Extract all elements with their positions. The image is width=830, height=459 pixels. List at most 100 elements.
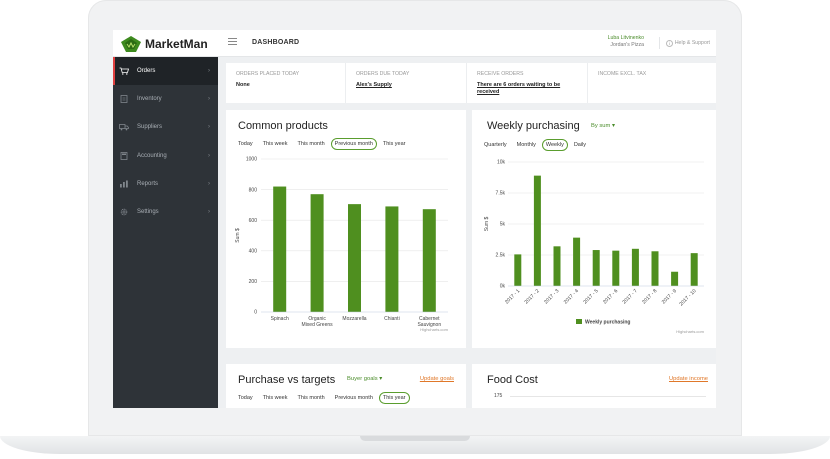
caret-down-icon: ▾ <box>611 123 615 129</box>
card-title: Purchase vs targets <box>238 374 336 386</box>
y-tick-label: 800 <box>249 187 258 193</box>
card-title: Food Cost <box>487 374 538 386</box>
user-account[interactable]: Luba Litvinenko Jordan's Pizza <box>608 35 644 49</box>
bar <box>671 271 679 286</box>
x-tick-label: 2017 - 10 <box>678 288 697 307</box>
x-tick-label: Chianti <box>384 316 400 322</box>
y-tick-label: 0 <box>254 310 257 316</box>
update-goals-link[interactable]: Update goals <box>419 376 454 382</box>
bar <box>690 253 698 286</box>
bar <box>592 250 600 286</box>
orders-due-link[interactable]: Alex's Supply <box>356 82 392 88</box>
legend-swatch <box>576 319 582 324</box>
bar <box>533 175 541 286</box>
common-products-card: Common products Today This week This mon… <box>226 110 466 348</box>
tab-quarterly[interactable]: Quarterly <box>484 142 507 148</box>
tab-monthly[interactable]: Monthly <box>516 142 536 148</box>
tab-weekly[interactable]: Weekly <box>541 139 568 151</box>
x-tick-label: 2017 - 5 <box>582 288 599 305</box>
sidebar-item-suppliers[interactable]: Suppliers › <box>113 113 218 141</box>
sidebar-item-orders[interactable]: Orders › <box>113 57 218 85</box>
chevron-right-icon: › <box>208 68 210 74</box>
x-tick-label: Organic <box>308 316 326 322</box>
app-screen: MarketMan DASHBOARD Luba Litvinenko Jord… <box>113 30 716 408</box>
bar <box>273 186 287 312</box>
chevron-right-icon: › <box>208 96 210 102</box>
caret-down-icon: ▾ <box>379 376 383 382</box>
bar <box>573 237 581 286</box>
bar <box>422 209 436 312</box>
sidebar-item-reports[interactable]: Reports › <box>113 170 218 198</box>
sidebar: Orders › Inventory › Suppliers › Account… <box>113 57 218 408</box>
x-tick-label: Mixed Greens <box>302 322 334 328</box>
x-tick-label: Cabernet <box>419 316 440 322</box>
tab-this-year[interactable]: This year <box>382 141 406 147</box>
y-tick-label: 10k <box>497 160 506 166</box>
x-tick-label: Sauvignon <box>417 322 441 328</box>
dropdown-label: By sum <box>591 123 611 129</box>
company-name: Jordan's Pizza <box>610 42 644 48</box>
user-name: Luba Litvinenko <box>607 35 644 41</box>
tab-this-month[interactable]: This month <box>297 395 325 401</box>
x-tick-label: 2017 - 3 <box>543 288 560 305</box>
hamburger-menu-icon[interactable] <box>228 38 237 46</box>
tab-today[interactable]: Today <box>238 141 253 147</box>
y-axis-title: Sum $ <box>235 228 241 243</box>
x-tick-label: 2017 - 2 <box>524 288 541 305</box>
tab-this-week[interactable]: This week <box>262 141 288 147</box>
stat-receive-orders: RECEIVE ORDERS There are 6 orders waitin… <box>467 63 588 103</box>
stat-label: ORDERS PLACED TODAY <box>236 71 300 77</box>
sidebar-item-label: Suppliers <box>137 124 163 130</box>
purchase-vs-targets-card: Purchase vs targets Buyer goals ▾ Update… <box>226 364 466 408</box>
chart-credit: Highcharts.com <box>420 327 448 332</box>
laptop-notch <box>360 436 470 441</box>
x-tick-label: 2017 - 1 <box>504 288 521 305</box>
y-tick-label: 175 <box>494 393 503 399</box>
stat-label: ORDERS DUE TODAY <box>356 71 410 77</box>
bar <box>348 204 361 312</box>
top-bar: MarketMan DASHBOARD Luba Litvinenko Jord… <box>113 30 716 57</box>
common-products-chart: 0 200 400 600 800 1000 Sum $ Spinach OrganicMixe… <box>235 157 449 332</box>
sidebar-item-label: Settings <box>137 209 159 215</box>
x-tick-label: Spinach <box>271 316 289 322</box>
card-title: Common products <box>238 120 328 132</box>
link-line: There are 6 orders waiting to be <box>477 82 561 88</box>
receive-orders-link[interactable]: There are 6 orders waiting to be receive… <box>477 82 560 95</box>
app-logo[interactable]: MarketMan <box>121 34 219 54</box>
tab-this-year[interactable]: This year <box>378 392 410 404</box>
gear-icon <box>120 208 128 216</box>
tab-previous-month[interactable]: Previous month <box>330 138 377 150</box>
grid-line <box>510 396 706 397</box>
app-name: MarketMan <box>145 37 208 51</box>
sidebar-item-settings[interactable]: Settings › <box>113 198 218 226</box>
info-icon: i <box>665 39 673 47</box>
sidebar-item-label: Reports <box>137 181 159 187</box>
tab-this-week[interactable]: This week <box>262 395 288 401</box>
sidebar-item-accounting[interactable]: Accounting › <box>113 142 218 170</box>
tab-this-month[interactable]: This month <box>297 141 325 147</box>
stat-label: RECEIVE ORDERS <box>477 71 524 77</box>
tab-previous-month[interactable]: Previous month <box>334 395 373 401</box>
chevron-right-icon: › <box>208 181 210 187</box>
help-support-link[interactable]: i Help & Support <box>658 37 710 49</box>
x-tick-label: 2017 - 9 <box>661 288 678 305</box>
food-cost-card: Food Cost Update income 175 <box>472 364 716 408</box>
y-tick-label: 2.5k <box>496 253 506 259</box>
y-tick-label: 200 <box>249 279 258 285</box>
sidebar-item-inventory[interactable]: Inventory › <box>113 85 218 113</box>
buyer-goals-dropdown[interactable]: Buyer goals ▾ <box>347 376 382 382</box>
bar <box>385 206 399 312</box>
period-tabs: Today This week This month Previous mont… <box>234 392 412 404</box>
chevron-right-icon: › <box>208 124 210 130</box>
tab-daily[interactable]: Daily <box>573 142 587 148</box>
clipboard-icon <box>120 95 128 103</box>
cart-icon <box>119 67 129 75</box>
sum-dropdown[interactable]: By sum ▾ <box>591 123 615 129</box>
y-tick-label: 400 <box>249 249 258 255</box>
update-income-link[interactable]: Update income <box>669 376 708 382</box>
logo-icon <box>121 36 141 52</box>
page-title: DASHBOARD <box>252 39 300 46</box>
tab-today[interactable]: Today <box>238 395 253 401</box>
x-tick-label: 2017 - 8 <box>641 288 658 305</box>
